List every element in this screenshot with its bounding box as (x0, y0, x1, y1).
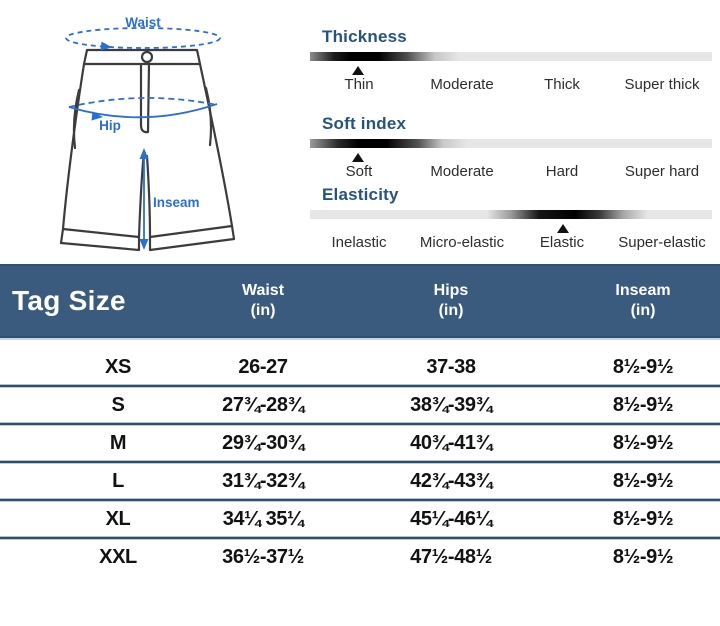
hips-cell: 40¾-41¾ (410, 431, 492, 454)
row-divider (0, 536, 720, 540)
hip-arrowhead-icon (91, 111, 103, 121)
size-cell: L (112, 469, 124, 492)
waist-cell: 31¾-32¾ (222, 469, 304, 492)
level-label: Micro-elastic (419, 234, 505, 251)
inseam-cell: 8½-9½ (612, 355, 674, 378)
button-icon (140, 50, 154, 64)
level-label: Soft (345, 163, 373, 180)
waist-measure-ellipse (65, 27, 221, 49)
level-label: Thin (344, 76, 374, 93)
fabric-spec-panel: Thickness Thin Moderate Thick Super thic… (310, 0, 712, 262)
level-label: Moderate (430, 76, 494, 93)
size-cell: S (111, 393, 125, 416)
inseam-cell: 8½-9½ (612, 431, 674, 454)
table-row-s: S 27¾-28¾ 38¾-39¾ 8½-9½ (0, 388, 720, 422)
thickness-section: Thickness Thin Moderate Thick Super thic… (310, 27, 712, 95)
waist-cell: 27¾-28¾ (222, 393, 304, 416)
row-divider (0, 498, 720, 502)
elasticity-scale-bar (310, 210, 712, 233)
size-table-header: Tag Size Waist (in) Hips (in) Inseam (in… (0, 264, 720, 338)
inseam-up-arrowhead-icon (139, 148, 149, 159)
elasticity-levels: Inelastic Micro-elastic Elastic Super-el… (310, 234, 712, 253)
table-row-l: L 31¾-32¾ 42¾-43¾ 8½-9½ (0, 464, 720, 498)
right-cuff (148, 224, 236, 252)
elasticity-section: Elasticity Inelastic Micro-elastic Elast… (310, 185, 712, 253)
level-label: Moderate (430, 163, 494, 180)
level-label: Super hard (624, 163, 700, 180)
level-label: Inelastic (331, 234, 387, 251)
table-row-xxl: XXL 36½-37½ 47½-48½ 8½-9½ (0, 540, 720, 574)
size-table-body: XS 26-27 37-38 8½-9½ S 27¾-28¾ 38¾-39¾ 8… (0, 350, 720, 574)
thickness-levels: Thin Moderate Thick Super thick (310, 76, 712, 95)
size-cell: XS (105, 355, 131, 378)
size-cell: XXL (99, 545, 137, 568)
soft-index-section: Soft index Soft Moderate Hard Super hard (310, 114, 712, 182)
elasticity-marker-icon (557, 224, 569, 233)
table-row-xl: XL 34¼ 35¼ 45¼-46¼ 8½-9½ (0, 502, 720, 536)
size-cell: M (109, 431, 127, 454)
left-pocket-line (72, 88, 81, 150)
soft-index-title: Soft index (322, 114, 407, 133)
size-cell: XL (105, 507, 131, 530)
table-row-m: M 29¾-30¾ 40¾-41¾ 8½-9½ (0, 426, 720, 460)
level-label: Thick (544, 76, 580, 93)
waist-column-header: Waist (in) (241, 282, 285, 319)
soft-index-marker-icon (352, 153, 364, 162)
waist-cell: 29¾-30¾ (222, 431, 304, 454)
inseam-cell: 8½-9½ (612, 545, 674, 568)
hip-measure-solid-arc (68, 103, 218, 119)
hip-measure-dashed-arc (68, 97, 218, 108)
right-pocket-line (204, 86, 213, 147)
row-divider (0, 422, 720, 426)
tag-size-header: Tag Size (12, 285, 126, 316)
thickness-marker-icon (352, 66, 364, 75)
hips-cell: 47½-48½ (410, 545, 492, 568)
waist-cell: 26-27 (238, 355, 288, 378)
level-label: Super thick (624, 76, 700, 93)
waist-cell: 34¼ 35¼ (222, 507, 304, 530)
level-label: Elastic (539, 234, 585, 251)
row-divider (0, 384, 720, 388)
level-label: Super-elastic (618, 234, 706, 251)
hips-cell: 38¾-39¾ (410, 393, 492, 416)
elasticity-title: Elasticity (322, 185, 399, 204)
thickness-scale-bar (310, 52, 712, 75)
waist-cell: 36½-37½ (222, 545, 304, 568)
level-label: Hard (545, 163, 579, 180)
hips-column-header: Hips (in) (433, 282, 469, 319)
inseam-cell: 8½-9½ (612, 469, 674, 492)
thickness-title: Thickness (322, 27, 407, 46)
waist-label: Waist (125, 15, 161, 30)
soft-index-levels: Soft Moderate Hard Super hard (310, 163, 712, 182)
hips-cell: 37-38 (426, 355, 476, 378)
inseam-column-header: Inseam (in) (615, 282, 671, 319)
row-divider (0, 460, 720, 464)
inseam-cell: 8½-9½ (612, 507, 674, 530)
hip-label: Hip (99, 118, 121, 133)
shorts-measurement-diagram: Waist Hip Inseam (0, 0, 300, 262)
hips-cell: 42¾-43¾ (410, 469, 492, 492)
table-row-xs: XS 26-27 37-38 8½-9½ (0, 350, 720, 384)
fly-outline (139, 62, 151, 134)
size-table: Tag Size Waist (in) Hips (in) Inseam (in… (0, 264, 720, 574)
inseam-down-arrowhead-icon (139, 239, 149, 250)
soft-index-scale-bar (310, 139, 712, 162)
hips-cell: 45¼-46¼ (410, 507, 492, 530)
shorts-line-art: Waist Hip Inseam (59, 15, 236, 252)
waist-arrowhead-icon (100, 41, 112, 51)
inseam-label: Inseam (153, 195, 200, 210)
left-cuff (59, 227, 141, 252)
inseam-cell: 8½-9½ (612, 393, 674, 416)
